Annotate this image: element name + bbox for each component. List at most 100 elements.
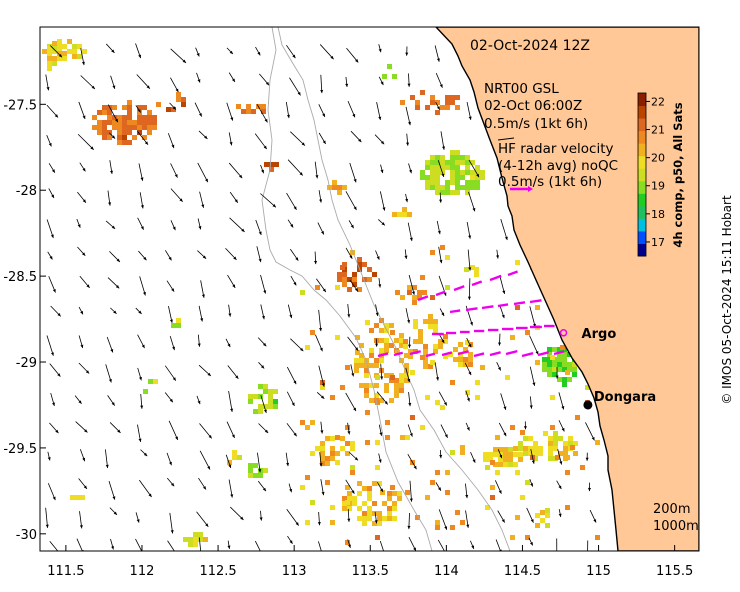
model-arrowhead [201,294,205,298]
model-arrow [139,276,146,296]
model-arrowhead [47,457,51,461]
sst-pixel [399,383,404,388]
model-arrowhead [168,256,172,261]
model-arrow [107,104,119,123]
sst-pixel [445,255,450,260]
sst-pixel [92,115,97,120]
sst-pixel [264,162,269,167]
sst-pixel [533,441,538,446]
model-arrowhead [345,83,349,88]
sst-pixel [535,360,540,365]
sst-pixel [384,383,389,388]
model-arrowhead [499,454,503,459]
sst-pixel [595,535,600,540]
sst-pixel [508,447,513,452]
sst-pixel [382,516,387,521]
sst-pixel [435,155,440,160]
sst-pixel [470,185,475,190]
model-arrowhead [90,146,94,150]
sst-pixel [408,349,413,354]
sst-pixel [404,363,409,368]
model-arrow [286,192,297,211]
model-arrowhead [208,435,212,439]
model-arrow [318,309,322,332]
model-arrowhead [380,81,384,86]
sst-pixel [320,385,325,390]
sst-pixel [430,100,435,105]
model-arrowhead [82,115,86,120]
sst-pixel [525,535,530,540]
sst-pixel [430,165,435,170]
sst-pixel [568,441,573,446]
sst-pixel [248,473,253,478]
model-arrow [228,162,243,179]
sst-pixel [374,358,379,363]
sst-pixel [463,347,468,352]
model-arrowhead [407,83,411,87]
model-arrowhead [182,59,186,63]
model-arrowhead [530,483,533,487]
model-arrow [257,452,261,473]
sst-pixel [445,490,450,495]
sst-pixel [77,54,82,59]
model-arrowhead [503,432,507,437]
sst-pixel [445,190,450,195]
model-arrowhead [233,256,237,260]
sst-pixel [450,190,455,195]
model-arrowhead [330,55,334,60]
model-arrow [139,479,152,498]
sst-pixel [354,368,359,373]
model-arrowhead [535,351,539,355]
sst-pixel [142,120,147,125]
dongara-marker [583,400,593,410]
model-arrowhead [148,493,152,498]
model-arrowhead [234,199,238,203]
sst-pixel [364,388,369,393]
sst-pixel [450,180,455,185]
sst-pixel [455,95,460,100]
sst-pixel [152,125,157,130]
model-arrow [286,366,297,385]
sst-pixel [458,357,463,362]
sst-pixel [176,97,181,102]
model-arrow [136,74,151,89]
sst-pixel [423,359,428,364]
radar-arrow [471,280,483,287]
model-arrowhead [228,464,232,469]
model-arrowhead [465,494,469,499]
model-arrowhead [468,371,472,376]
model-arrowhead [202,486,206,490]
model-arrowhead [171,482,175,487]
sst-pixel [413,324,418,329]
lon-tick-label: 115 [586,564,611,579]
colorbar-swatch [638,143,646,157]
model-arrowhead [264,429,269,433]
model-arrowhead [174,552,177,555]
sst-pixel [143,389,148,394]
sst-pixel [310,420,315,425]
lon-tick-label: 114.5 [504,564,541,579]
sst-pixel [350,446,355,451]
sst-pixel [350,470,355,475]
sst-pixel [450,160,455,165]
sst-pixel [445,165,450,170]
model-arrowhead [46,87,50,91]
sst-pixel [468,357,473,362]
sst-pixel [330,451,335,456]
sst-pixel [337,272,342,277]
model-arrowhead [406,142,410,146]
sst-pixel [77,44,82,49]
sst-pixel [268,399,273,404]
sst-pixel [420,275,425,280]
sst-pixel [415,515,420,520]
model-arrowhead [171,144,175,149]
model-arrowhead [200,318,204,322]
sst-pixel [112,120,117,125]
sst-pixel [379,338,384,343]
model-arrowhead [259,517,263,521]
sst-pixel [423,364,428,369]
radar-arrow [377,352,389,358]
sst-pixel [325,461,330,466]
sst-pixel [80,495,85,500]
